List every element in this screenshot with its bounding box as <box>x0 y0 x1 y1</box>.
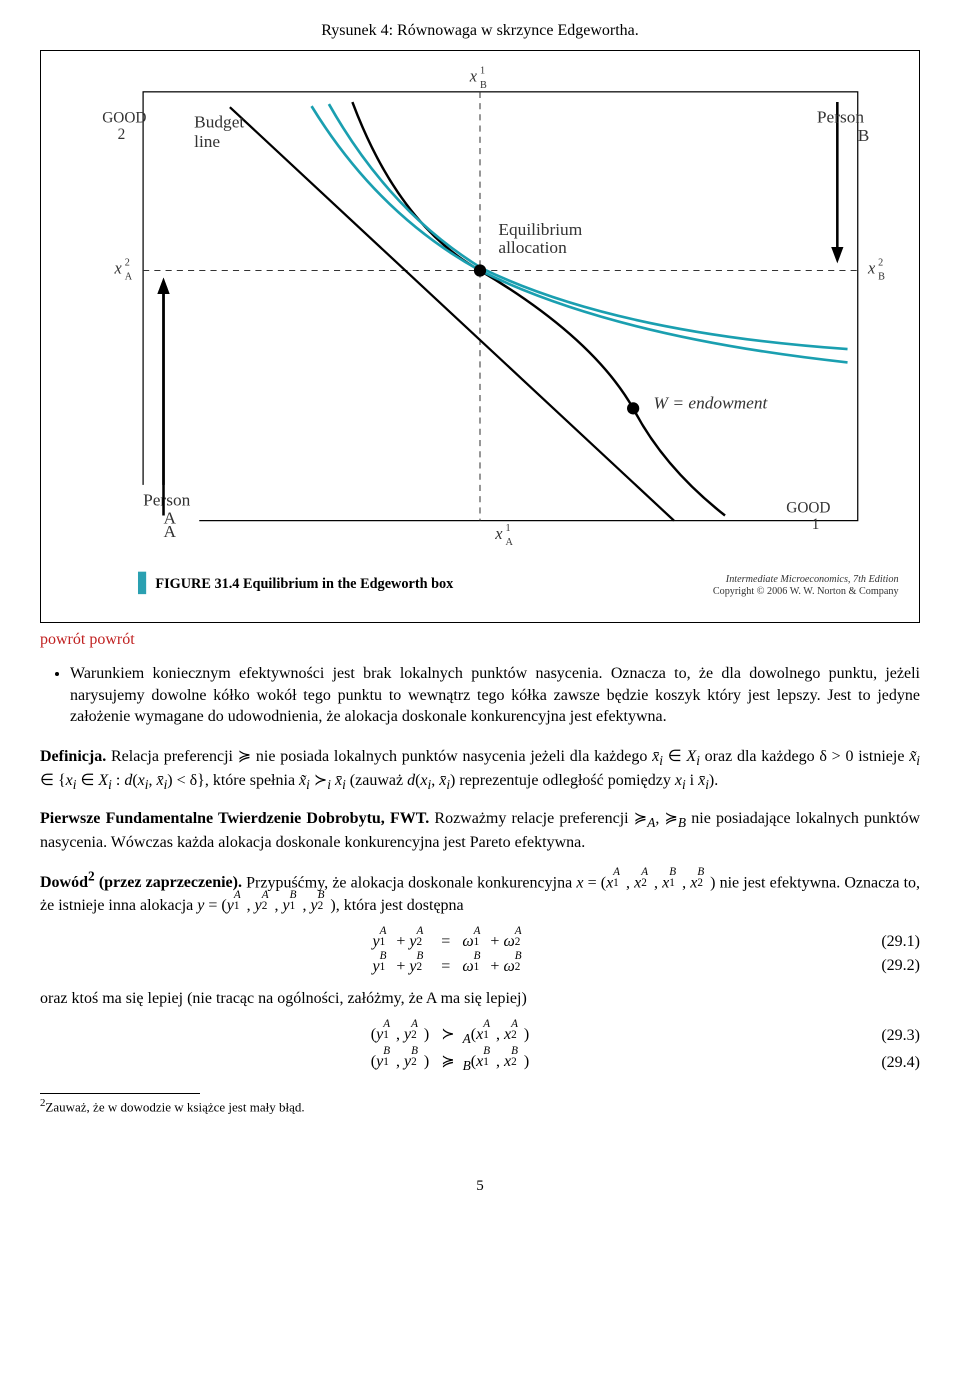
svg-text:W = endowment: W = endowment <box>654 393 769 412</box>
equation-29-4: (yB1, yB2) ≽ B(xB1, xB2) (29.4) <box>40 1050 920 1075</box>
fwt-paragraph: Pierwsze Fundamentalne Twierdzenie Dobro… <box>40 808 920 854</box>
definicja-label: Definicja. <box>40 748 106 765</box>
svg-text:B: B <box>480 79 487 90</box>
svg-text:FIGURE 31.4 Equilibrium in the: FIGURE 31.4 Equilibrium in the Edgeworth… <box>155 576 454 592</box>
svg-text:2: 2 <box>125 257 130 268</box>
budget-label2: line <box>194 132 220 151</box>
eq-num-29-1: (29.1) <box>860 931 920 953</box>
page-number: 5 <box>40 1176 920 1196</box>
svg-text:A: A <box>164 508 177 527</box>
svg-text:A: A <box>506 537 514 548</box>
dowod-paragraph: Dowód2 (przez zaprzeczenie). Przypuśćmy,… <box>40 868 920 917</box>
svg-text:A: A <box>125 271 133 282</box>
good2-label: GOOD <box>102 109 146 126</box>
svg-text:B: B <box>878 271 885 282</box>
eq-num-29-4: (29.4) <box>860 1052 920 1074</box>
edgeworth-diagram: GOOD 2 Budget line x 1 B Person B x 2 A … <box>41 51 919 623</box>
svg-text:1: 1 <box>506 522 511 533</box>
svg-text:x: x <box>469 66 478 85</box>
svg-text:Intermediate Microeconomics, 7: Intermediate Microeconomics, 7th Edition <box>725 573 899 584</box>
svg-text:2: 2 <box>878 257 883 268</box>
bullet-item: Warunkiem koniecznym efektywności jest b… <box>70 663 920 728</box>
footnote-text: Zauważ, że w dowodzie w książce jest mał… <box>45 1100 304 1115</box>
svg-text:x: x <box>867 258 876 277</box>
eq-num-29-2: (29.2) <box>860 955 920 977</box>
svg-text:x: x <box>114 258 123 277</box>
svg-text:Equilibrium: Equilibrium <box>498 219 582 238</box>
between-eq-text: oraz ktoś ma się lepiej (nie tracąc na o… <box>40 988 920 1010</box>
bullet-list: Warunkiem koniecznym efektywności jest b… <box>70 663 920 728</box>
figure-caption: Rysunek 4: Równowaga w skrzynce Edgewort… <box>40 20 920 42</box>
svg-text:Person: Person <box>143 490 191 509</box>
svg-text:B: B <box>858 125 870 144</box>
svg-text:Person: Person <box>817 107 865 126</box>
equation-29-3: (yA1, yA2) ≻ A(xA1, xA2) (29.3) <box>40 1023 920 1048</box>
svg-text:Copyright © 2006 W. W. Norton: Copyright © 2006 W. W. Norton & Company <box>713 586 900 597</box>
good2-num: 2 <box>118 125 126 142</box>
budget-label: Budget <box>194 112 244 131</box>
svg-text:GOOD: GOOD <box>786 499 830 516</box>
figure-box: GOOD 2 Budget line x 1 B Person B x 2 A … <box>40 50 920 624</box>
footnote-rule <box>40 1093 200 1094</box>
eq-num-29-3: (29.3) <box>860 1025 920 1047</box>
svg-text:1: 1 <box>812 515 820 532</box>
equation-29-2: yB1 + yB2 = ωB1 + ωB2 (29.2) <box>40 955 920 978</box>
svg-text:x: x <box>494 524 503 543</box>
dowod-label: Dowód2 (przez zaprzeczenie). <box>40 874 242 891</box>
powrot-link[interactable]: powrót powrót <box>40 629 920 651</box>
svg-text:allocation: allocation <box>498 238 567 257</box>
definicja-paragraph: Definicja. Relacja preferencji ≽ nie pos… <box>40 746 920 794</box>
svg-text:1: 1 <box>480 65 485 76</box>
footnote: 2Zauważ, że w dowodzie w książce jest ma… <box>40 1096 920 1116</box>
fwt-label: Pierwsze Fundamentalne Twierdzenie Dobro… <box>40 810 429 827</box>
